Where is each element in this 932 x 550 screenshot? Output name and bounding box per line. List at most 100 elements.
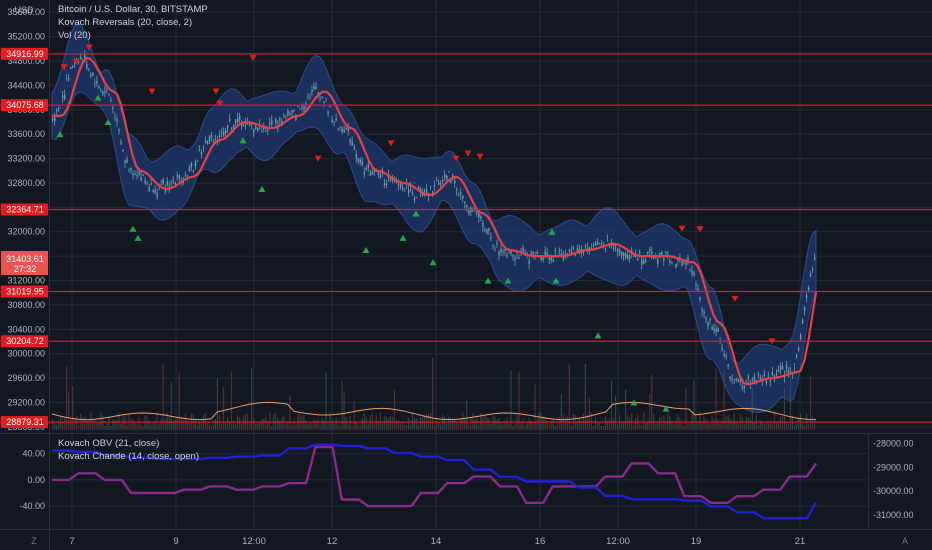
volume-bar xyxy=(94,419,96,430)
last-price-badge: 31403.61 27:32 xyxy=(1,251,48,275)
volume-bar xyxy=(659,417,661,430)
auto-scale-left[interactable]: Z xyxy=(31,536,37,546)
volume-bar xyxy=(681,423,683,430)
legend-kovach-obv[interactable]: Kovach OBV (21, close) xyxy=(58,438,159,449)
time-axis[interactable]: 7 9 12:00 12 14 16 12:00 19 21 xyxy=(69,536,805,547)
candle-body xyxy=(345,128,347,129)
volume-bar xyxy=(144,415,146,430)
volume-bar xyxy=(522,418,524,430)
auto-scale-right[interactable]: A xyxy=(902,536,908,546)
volume-bar xyxy=(665,420,667,430)
candle-body xyxy=(733,379,735,381)
volume-bar xyxy=(671,420,673,430)
volume-bar xyxy=(703,416,705,430)
volume-bar xyxy=(809,375,812,430)
volume-bar xyxy=(116,419,118,430)
volume-bar xyxy=(319,425,321,430)
volume-bar xyxy=(210,425,213,430)
legend-kovach-reversals[interactable]: Kovach Reversals (20, close, 2) xyxy=(58,17,192,28)
volume-bar xyxy=(749,418,751,430)
volume-bar xyxy=(578,417,580,430)
volume-bar xyxy=(341,381,343,430)
oscillator-left-axis[interactable]: 40.00 0.00 -40.00 xyxy=(19,449,45,511)
candle-body xyxy=(170,182,173,184)
candle-body xyxy=(188,167,191,172)
volume-bar xyxy=(152,421,154,430)
volume-bar xyxy=(655,423,657,430)
z-button[interactable]: Z xyxy=(31,536,37,546)
volume-bar xyxy=(460,417,462,430)
reversal-down-marker xyxy=(678,225,686,232)
legend-volume[interactable]: Vol (20) xyxy=(58,30,91,41)
legend-symbol[interactable]: Bitcoin / U.S. Dollar, 30, BITSTAMP xyxy=(58,4,208,15)
candle-body xyxy=(116,119,118,123)
candle-body xyxy=(415,197,418,198)
candle-body xyxy=(150,183,152,185)
candle-body xyxy=(645,260,647,262)
volume-bar xyxy=(612,417,615,430)
candle-body xyxy=(140,177,142,182)
time-label: 7 xyxy=(69,536,74,547)
volume-bar xyxy=(126,424,128,430)
candle-body xyxy=(753,376,756,381)
candle-body xyxy=(72,66,74,68)
volume-bar xyxy=(102,415,104,430)
volume-bar xyxy=(783,387,786,430)
candle-body xyxy=(363,172,366,175)
chande-tick-label: -40.00 xyxy=(19,501,45,511)
reversal-markers xyxy=(56,44,776,412)
candle-body xyxy=(431,191,434,195)
candle-body xyxy=(335,118,337,121)
candle-body xyxy=(574,253,577,256)
volume-bar xyxy=(243,415,245,430)
volume-bar xyxy=(359,424,361,430)
volume-bar xyxy=(643,412,645,430)
volume-bar xyxy=(220,423,223,430)
candle-body xyxy=(305,102,307,105)
candle-body xyxy=(92,72,94,76)
volume-bar xyxy=(333,423,335,430)
candle-body xyxy=(701,309,703,311)
volume-bar xyxy=(120,423,122,430)
candle-body xyxy=(434,184,436,187)
volume-bar xyxy=(174,418,176,430)
legend-kovach-chande[interactable]: Kovach Chande (14, close, open) xyxy=(58,451,199,462)
candle-body xyxy=(705,317,707,320)
volume-bar xyxy=(705,418,707,430)
a-button[interactable]: A xyxy=(902,536,908,546)
reversal-up-marker xyxy=(630,399,638,406)
candle-body xyxy=(425,188,428,193)
candle-body xyxy=(528,260,530,265)
candle-body xyxy=(653,256,655,258)
volume-bar xyxy=(355,422,357,430)
candle-body xyxy=(769,379,772,382)
candle-body xyxy=(311,89,313,93)
volume-bar xyxy=(154,419,156,430)
candle-body xyxy=(120,141,122,145)
price-tick-label: 29600.00 xyxy=(7,373,45,383)
volume-bar xyxy=(627,415,629,430)
reversal-up-marker xyxy=(552,277,560,284)
level-badge-bg xyxy=(1,335,48,348)
candle-body xyxy=(174,182,177,187)
candle-body xyxy=(663,258,665,261)
candle-body xyxy=(442,180,444,182)
reversal-down-marker xyxy=(72,59,80,66)
volume-bar xyxy=(345,417,347,430)
volume-bar xyxy=(421,416,424,430)
volume-ma-line xyxy=(51,401,817,421)
candle-body xyxy=(795,354,798,358)
volume-bar xyxy=(381,421,383,430)
candle-body xyxy=(596,241,599,245)
candle-body xyxy=(383,182,386,186)
candle-body xyxy=(741,386,744,388)
time-label: 9 xyxy=(173,536,178,547)
volume-bar xyxy=(550,421,552,430)
oscillator-right-axis[interactable]: -28000.00 -29000.00 -30000.00 -31000.00 xyxy=(873,439,914,520)
candle-body xyxy=(510,250,512,254)
volume-bar xyxy=(186,420,188,430)
volume-bar xyxy=(234,424,237,430)
volume-bar xyxy=(238,417,241,430)
volume-bar xyxy=(468,425,470,430)
